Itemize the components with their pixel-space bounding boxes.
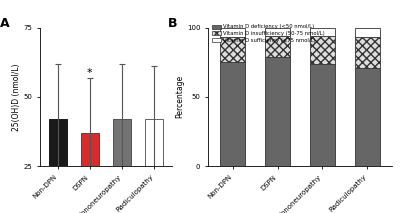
Bar xyxy=(220,62,245,166)
Text: A: A xyxy=(0,17,10,30)
Bar xyxy=(265,28,290,36)
Bar xyxy=(310,64,335,166)
Legend: Vitamin D deficiency (<50 nmol/L), Vitamin D insufficiency (50-75 nmol/L), Vitam: Vitamin D deficiency (<50 nmol/L), Vitam… xyxy=(211,23,326,44)
Bar xyxy=(220,37,245,62)
Bar xyxy=(265,57,290,166)
Bar xyxy=(220,28,245,37)
Bar xyxy=(146,119,163,166)
Bar xyxy=(355,37,380,68)
Bar xyxy=(355,68,380,166)
Bar xyxy=(310,28,335,36)
Bar xyxy=(355,28,380,37)
Bar xyxy=(113,119,131,166)
Y-axis label: Percentage: Percentage xyxy=(175,75,184,118)
Bar xyxy=(49,119,66,166)
Bar xyxy=(81,133,99,166)
Text: B: B xyxy=(168,17,177,30)
Y-axis label: 25(OH)D (nmol/L): 25(OH)D (nmol/L) xyxy=(12,63,21,131)
Bar xyxy=(265,36,290,57)
Bar xyxy=(310,36,335,64)
Text: *: * xyxy=(87,68,93,78)
